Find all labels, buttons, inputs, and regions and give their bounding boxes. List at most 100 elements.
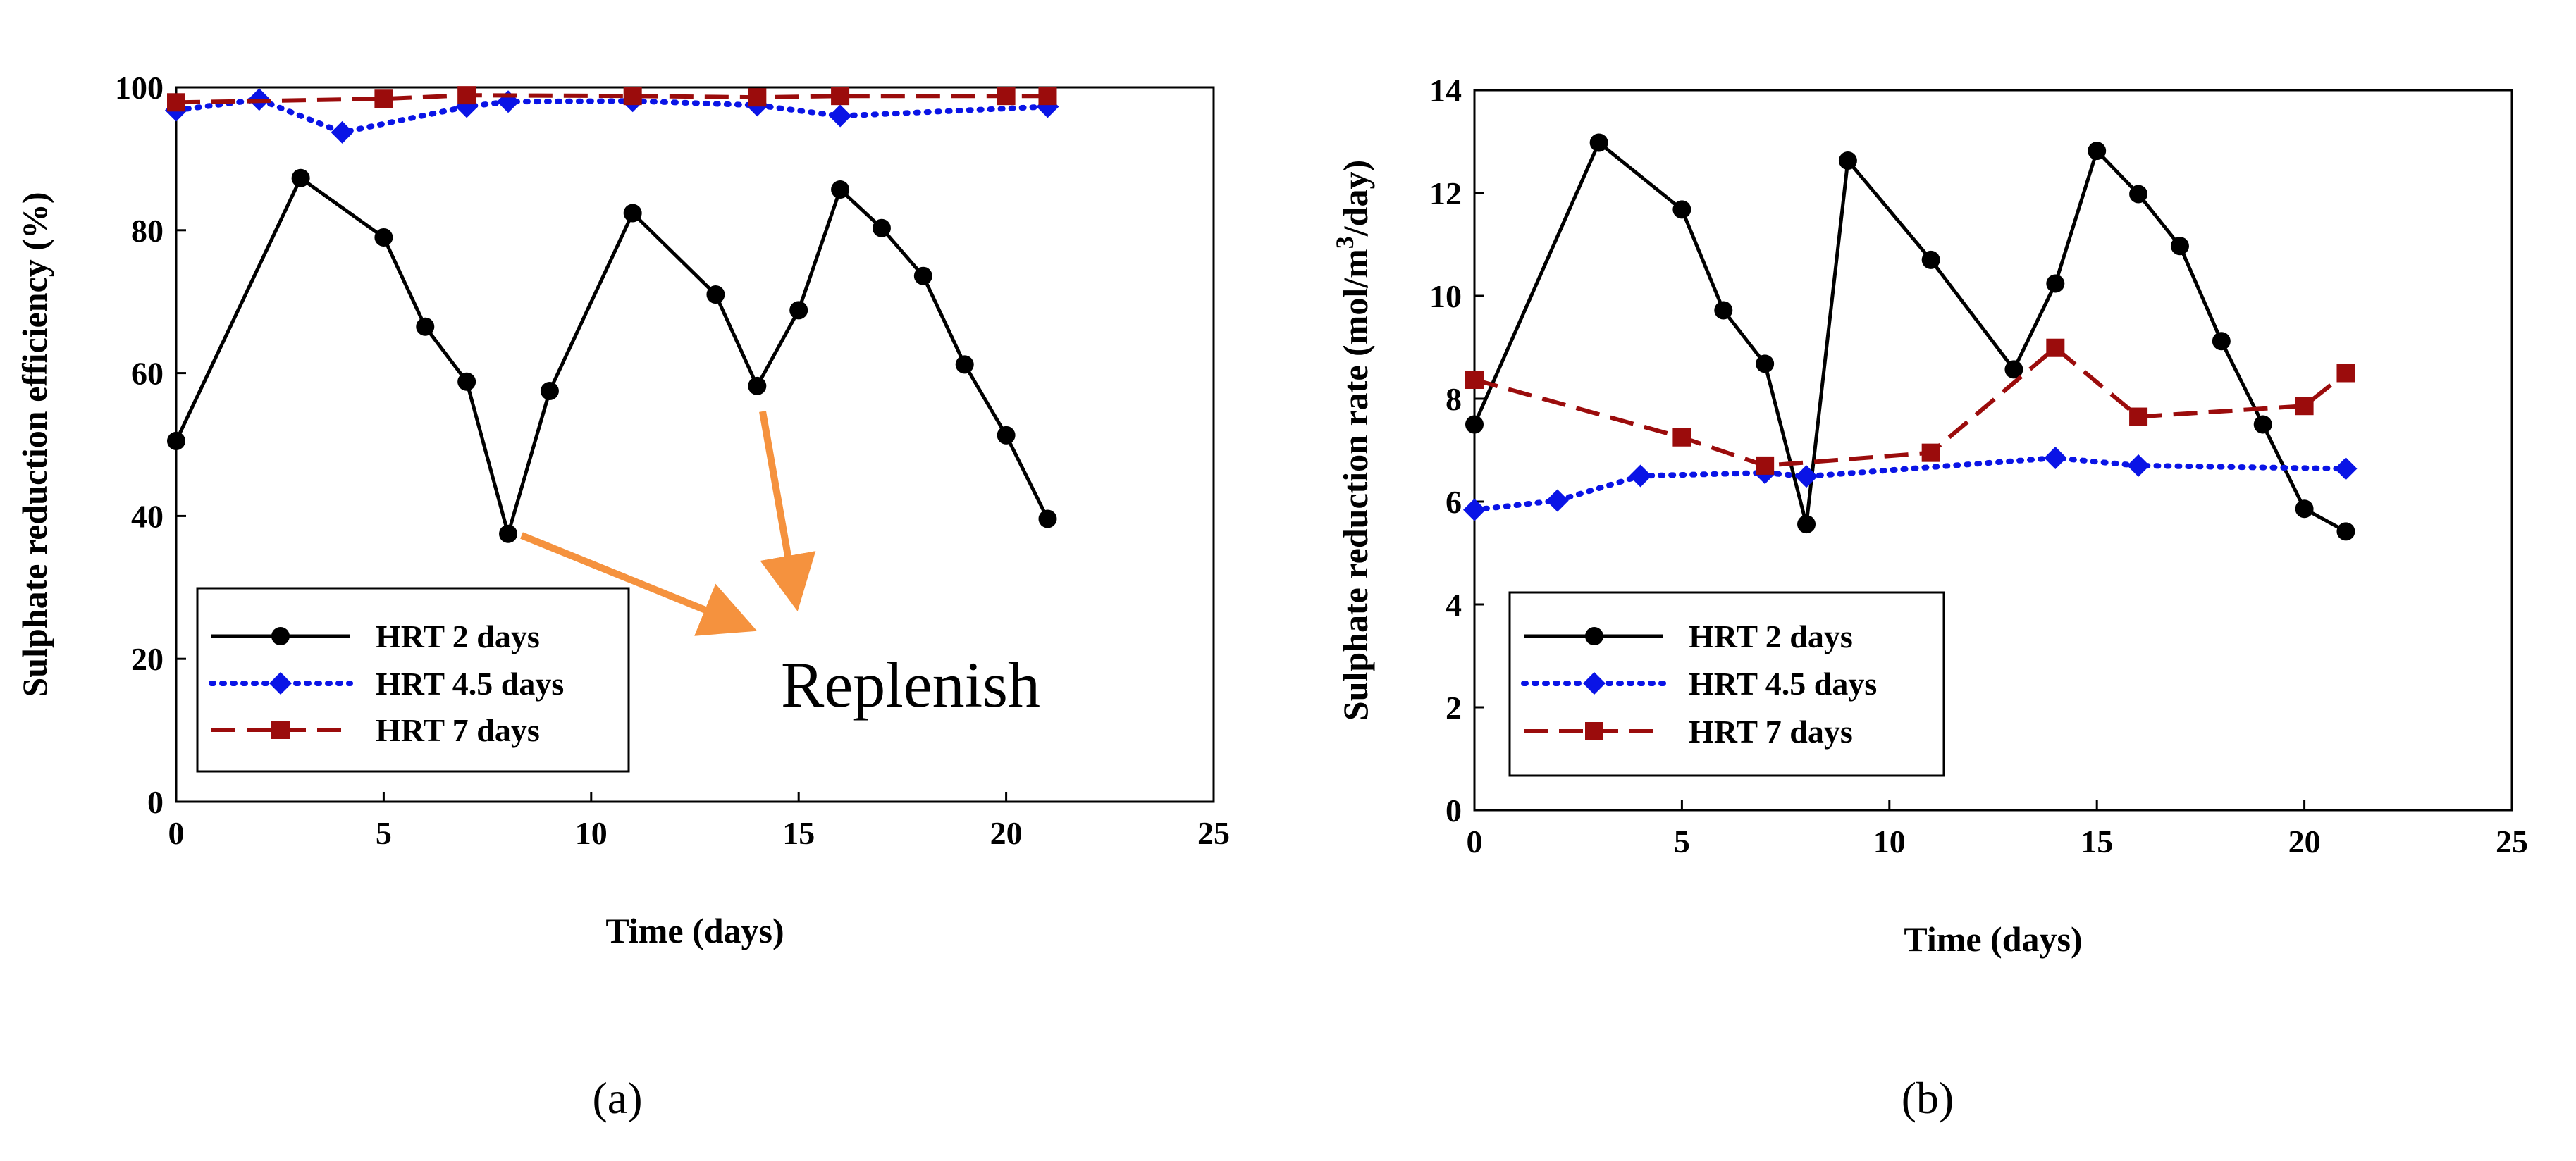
data-point-hrt7 xyxy=(1465,370,1484,389)
data-point-hrt7 xyxy=(2046,338,2065,357)
y-tick-label: 8 xyxy=(1446,381,1462,417)
x-tick-label: 15 xyxy=(782,815,815,851)
data-point-hrt45 xyxy=(2127,454,2150,477)
panel-label-b: (b) xyxy=(1902,1073,1954,1123)
series-group xyxy=(1463,133,2358,541)
data-point-hrt2 xyxy=(1465,415,1484,434)
legend-marker-hrt45 xyxy=(269,672,292,695)
data-point-hrt2 xyxy=(955,355,974,374)
data-point-hrt7 xyxy=(831,87,850,106)
data-point-hrt7 xyxy=(1921,443,1940,462)
data-point-hrt7 xyxy=(374,89,393,108)
data-point-hrt2 xyxy=(2088,142,2107,161)
data-point-hrt2 xyxy=(831,180,850,199)
y-tick-label: 100 xyxy=(115,70,164,106)
series-group xyxy=(165,86,1059,543)
legend-label-hrt2: HRT 2 days xyxy=(1689,619,1853,654)
x-axis-title: Time (days) xyxy=(605,911,784,950)
data-point-hrt2 xyxy=(2170,237,2189,256)
legend-entry-hrt2: HRT 2 days xyxy=(211,619,540,654)
data-point-hrt7 xyxy=(748,88,767,107)
y-axis-title-part2: /day) xyxy=(1336,160,1375,237)
data-point-hrt2 xyxy=(1038,509,1057,528)
data-point-hrt2 xyxy=(291,168,310,187)
axis-ticks: 0 5 10 15 20 25 0 20 40 60 80 100 xyxy=(115,70,1230,851)
y-tick-label: 0 xyxy=(1446,793,1462,828)
legend-label-hrt45: HRT 4.5 days xyxy=(376,666,564,702)
data-point-hrt7 xyxy=(623,87,642,106)
y-tick-label: 12 xyxy=(1429,175,1462,211)
x-tick-label: 10 xyxy=(1873,824,1906,859)
data-point-hrt2 xyxy=(2336,522,2355,541)
y-tick-label: 2 xyxy=(1446,690,1462,726)
y-tick-label: 0 xyxy=(147,784,164,820)
legend-label-hrt2: HRT 2 days xyxy=(376,619,540,654)
y-axis-title-part1: Sulphate reduction rate (mol/m xyxy=(1336,249,1375,721)
x-axis-title: Time (days) xyxy=(1904,919,2082,959)
series-line-hrt7 xyxy=(1474,345,2348,468)
y-axis-title: Sulphate reduction efficiency (%) xyxy=(15,192,54,697)
data-point-hrt2 xyxy=(872,218,891,237)
data-point-hrt2 xyxy=(623,204,642,223)
data-point-hrt7 xyxy=(1756,456,1775,475)
x-tick-label: 25 xyxy=(2496,824,2528,859)
legend-box xyxy=(1508,591,1945,777)
replenish-arrow-2 xyxy=(759,411,816,611)
panel-a: 0 5 10 15 20 25 0 20 40 60 80 100 Time (days) Sulph… xyxy=(15,70,1230,1123)
data-point-hrt2 xyxy=(789,301,808,320)
panel-b: 0 5 10 15 20 25 0 2 4 6 8 10 12 14 Time (days) Sulpha… xyxy=(1331,73,2528,1123)
series-line-hrt45 xyxy=(173,97,1051,135)
data-point-hrt7 xyxy=(1038,87,1057,106)
axis-ticks: 0 5 10 15 20 25 0 2 4 6 8 10 12 14 xyxy=(1429,73,2528,859)
y-tick-label: 20 xyxy=(131,641,164,677)
x-tick-label: 20 xyxy=(2288,824,2321,859)
data-point-hrt2 xyxy=(499,524,518,543)
data-point-hrt2 xyxy=(2212,332,2231,351)
y-tick-label: 40 xyxy=(131,498,164,534)
x-tick-label: 0 xyxy=(1467,824,1483,859)
data-point-hrt45 xyxy=(1629,464,1652,488)
data-point-hrt2 xyxy=(1589,133,1608,152)
data-point-hrt2 xyxy=(1838,151,1857,170)
legend-label-hrt7: HRT 7 days xyxy=(376,712,540,748)
data-point-hrt45 xyxy=(1463,498,1486,521)
replenish-annotation: Replenish xyxy=(781,649,1040,721)
replenish-arrow-1 xyxy=(520,532,758,636)
x-tick-label: 5 xyxy=(376,815,392,851)
legend-entry-hrt2: HRT 2 days xyxy=(1524,619,1853,654)
x-tick-label: 15 xyxy=(2081,824,2113,859)
data-point-hrt7 xyxy=(457,86,476,105)
data-point-hrt2 xyxy=(706,285,725,304)
legend-box xyxy=(196,587,630,773)
data-point-hrt2 xyxy=(748,376,767,395)
data-point-hrt7 xyxy=(1672,428,1691,447)
y-tick-label: 14 xyxy=(1429,73,1462,108)
data-point-hrt2 xyxy=(1921,250,1940,269)
series-line-hrt7 xyxy=(175,93,1048,105)
data-point-hrt2 xyxy=(374,228,393,247)
data-point-hrt2 xyxy=(997,426,1016,445)
data-point-hrt2 xyxy=(2004,360,2023,379)
data-point-hrt2 xyxy=(416,317,435,336)
data-point-hrt7 xyxy=(167,93,185,112)
data-point-hrt2 xyxy=(913,266,932,285)
x-tick-label: 20 xyxy=(990,815,1023,851)
legend: HRT 2 days HRT 4.5 days HRT 7 days xyxy=(1508,591,1945,777)
data-point-hrt7 xyxy=(2129,407,2148,426)
legend-marker-hrt45 xyxy=(1583,672,1606,695)
x-tick-label: 5 xyxy=(1674,824,1690,859)
x-tick-label: 10 xyxy=(575,815,608,851)
data-point-hrt45 xyxy=(1546,489,1569,512)
data-point-hrt7 xyxy=(997,87,1016,106)
data-point-hrt45 xyxy=(1795,465,1818,488)
data-point-hrt2 xyxy=(540,381,559,400)
y-tick-label: 80 xyxy=(131,213,164,249)
x-tick-label: 25 xyxy=(1197,815,1230,851)
y-tick-label: 4 xyxy=(1446,587,1462,623)
legend-entry-hrt7: HRT 7 days xyxy=(211,712,540,748)
legend-entry-hrt45: HRT 4.5 days xyxy=(209,666,564,702)
data-point-hrt2 xyxy=(2046,274,2065,293)
legend-marker-hrt2 xyxy=(271,627,290,645)
legend-entry-hrt45: HRT 4.5 days xyxy=(1521,666,1877,702)
data-point-hrt2 xyxy=(457,372,476,391)
